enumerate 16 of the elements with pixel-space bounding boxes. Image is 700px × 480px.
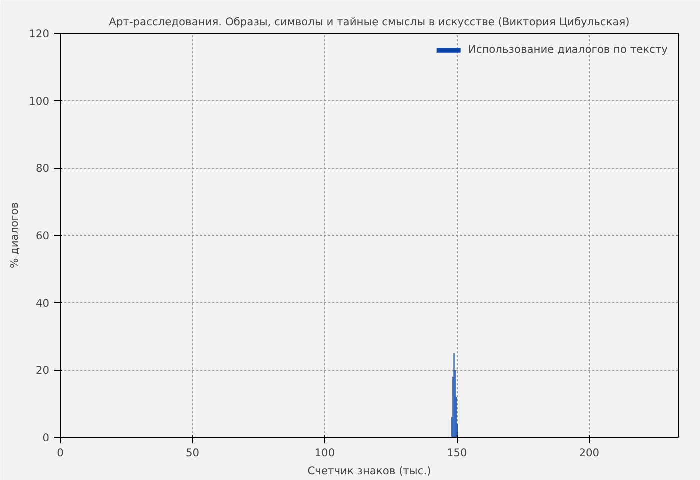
- x-tick-label: 200: [579, 446, 600, 460]
- y-tick-label: 40: [36, 296, 50, 310]
- x-tick-label: 150: [446, 446, 468, 460]
- x-axis-title: Счетчик знаков (тыс.): [308, 464, 432, 478]
- y-tick-label: 120: [29, 28, 50, 40]
- x-tick-label: 50: [186, 446, 200, 460]
- chart-title: Арт-расследования. Образы, символы и тайные смыслы в искусстве (Виктория Цибульская): [109, 16, 630, 28]
- y-tick-label: 60: [36, 230, 50, 242]
- y-tick-label: 20: [36, 364, 50, 378]
- y-tick-label: 100: [29, 94, 50, 108]
- y-tick-label: 80: [36, 162, 50, 176]
- x-tick-label: 100: [314, 446, 336, 460]
- y-axis-title: % диалогов: [8, 202, 22, 269]
- legend-label: Использование диалогов по тексту: [468, 43, 668, 56]
- x-tick-label: 0: [57, 446, 64, 460]
- y-tick-label: 0: [42, 432, 50, 444]
